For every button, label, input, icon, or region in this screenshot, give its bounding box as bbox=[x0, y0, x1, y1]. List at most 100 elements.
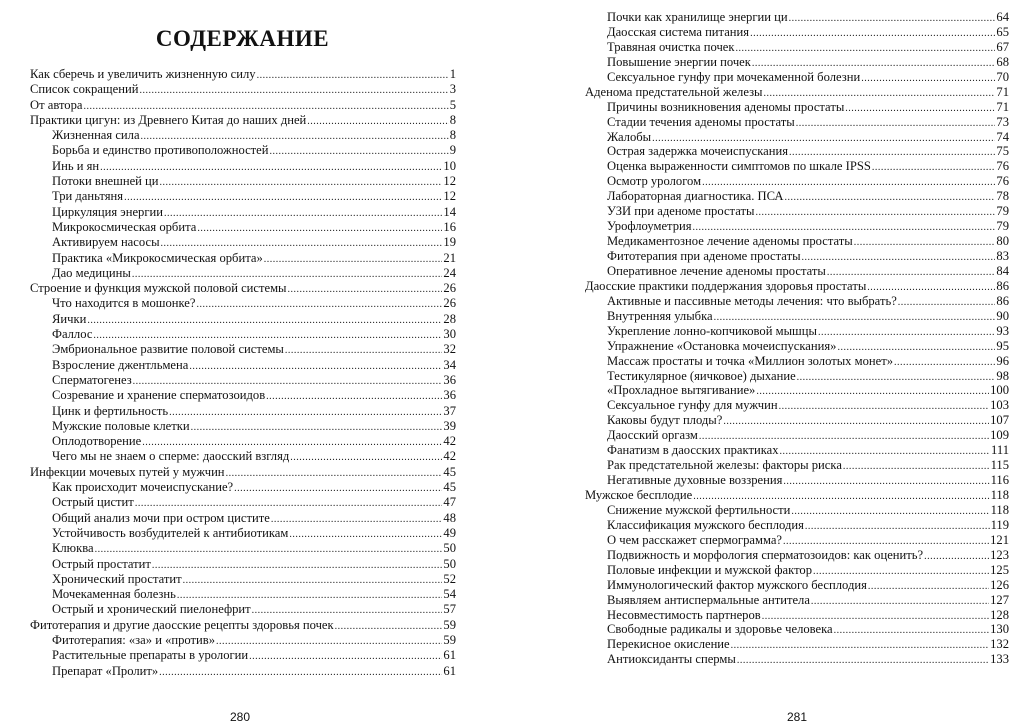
toc-section[interactable]: Дао медицины 24 bbox=[30, 266, 456, 281]
toc-section[interactable]: О чем расскажет спермограмма? 121 bbox=[585, 533, 1009, 548]
toc-entry-page: 90 bbox=[996, 308, 1009, 323]
toc-section[interactable]: Что находится в мошонке? 26 bbox=[30, 296, 456, 311]
toc-entry-title: Яички bbox=[52, 311, 87, 326]
toc-chapter[interactable]: Мужское бесплодие 118 bbox=[585, 488, 1009, 503]
toc-section[interactable]: Оплодотворение 42 bbox=[30, 434, 456, 449]
toc-chapter[interactable]: Строение и функция мужской половой систе… bbox=[30, 281, 456, 296]
toc-section[interactable]: Выявляем антиспермальные антитела 127 bbox=[585, 593, 1009, 608]
toc-section[interactable]: Тестикулярное (яичковое) дыхание 98 bbox=[585, 369, 1009, 384]
toc-section[interactable]: Препарат «Пролит» 61 bbox=[30, 664, 456, 679]
toc-chapter[interactable]: Как сберечь и увеличить жизненную силу 1 bbox=[30, 67, 456, 82]
dot-leader bbox=[693, 221, 996, 234]
toc-section[interactable]: Общий анализ мочи при остром цистите 48 bbox=[30, 511, 456, 526]
toc-section[interactable]: Хронический простатит 52 bbox=[30, 572, 456, 587]
toc-section[interactable]: Массаж простаты и точка «Миллион золотых… bbox=[585, 354, 1009, 369]
toc-section[interactable]: Классификация мужского бесплодия 119 bbox=[585, 518, 1009, 533]
toc-section[interactable]: Оценка выраженности симптомов по шкале I… bbox=[585, 159, 1009, 174]
toc-section[interactable]: Снижение мужской фертильности 118 bbox=[585, 503, 1009, 518]
toc-section[interactable]: Почки как хранилище энергии ци 64 bbox=[585, 10, 1009, 25]
toc-entry-page: 32 bbox=[443, 342, 456, 357]
toc-section[interactable]: Практика «Микрокосмическая орбита» 21 bbox=[30, 251, 456, 266]
toc-section[interactable]: Негативные духовные воззрения 116 bbox=[585, 473, 1009, 488]
toc-section[interactable]: Сексуальное гунфу для мужчин 103 bbox=[585, 398, 1009, 413]
toc-section[interactable]: Жизненная сила 8 bbox=[30, 128, 456, 143]
dot-leader bbox=[783, 475, 989, 488]
toc-section[interactable]: Свободные радикалы и здоровье человека 13… bbox=[585, 622, 1009, 637]
toc-section[interactable]: Растительные препараты в урологии 61 bbox=[30, 648, 456, 663]
toc-chapter[interactable]: Практики цигун: из Древнего Китая до наш… bbox=[30, 113, 456, 128]
toc-section[interactable]: Оперативное лечение аденомы простаты 84 bbox=[585, 264, 1009, 279]
toc-section[interactable]: Урофлоуметрия 79 bbox=[585, 219, 1009, 234]
dot-leader bbox=[854, 236, 996, 249]
toc-section[interactable]: Созревание и хранение сперматозоидов 36 bbox=[30, 388, 456, 403]
toc-section[interactable]: Борьба и единство противоположностей 9 bbox=[30, 143, 456, 158]
toc-chapter[interactable]: Фитотерапия и другие даосские рецепты зд… bbox=[30, 618, 456, 633]
toc-section[interactable]: Эмбриональное развитие половой системы 32 bbox=[30, 342, 456, 357]
toc-section[interactable]: Подвижность и морфология сперматозоидов:… bbox=[585, 548, 1009, 563]
toc-section[interactable]: Лабораторная диагностика. ПСА 78 bbox=[585, 189, 1009, 204]
toc-section[interactable]: Медикаментозное лечение аденомы простаты… bbox=[585, 234, 1009, 249]
toc-section[interactable]: Каковы будут плоды? 107 bbox=[585, 413, 1009, 428]
toc-section[interactable]: Как происходит мочеиспускание? 45 bbox=[30, 480, 456, 495]
toc-entry-page: 95 bbox=[996, 338, 1009, 353]
toc-section[interactable]: Активируем насосы 19 bbox=[30, 235, 456, 250]
toc-section[interactable]: Причины возникновения аденомы простаты 71 bbox=[585, 100, 1009, 115]
toc-section[interactable]: Циркуляция энергии 14 bbox=[30, 205, 456, 220]
toc-chapter[interactable]: От автора 5 bbox=[30, 98, 456, 113]
toc-section[interactable]: Сперматогенез 36 bbox=[30, 373, 456, 388]
dot-leader bbox=[216, 634, 442, 648]
toc-section[interactable]: Стадии течения аденомы простаты 73 bbox=[585, 115, 1009, 130]
toc-entry-title: Несовместимость партнеров bbox=[607, 607, 761, 622]
toc-section[interactable]: Укрепление лонно-копчиковой мышцы 93 bbox=[585, 324, 1009, 339]
toc-section[interactable]: Мужские половые клетки 39 bbox=[30, 419, 456, 434]
toc-section[interactable]: Фитотерапия: «за» и «против» 59 bbox=[30, 633, 456, 648]
toc-section[interactable]: Травяная очистка почек 67 bbox=[585, 40, 1009, 55]
toc-chapter[interactable]: Даосские практики поддержания здоровья п… bbox=[585, 279, 1009, 294]
toc-section[interactable]: Потоки внешней ци 12 bbox=[30, 174, 456, 189]
toc-section[interactable]: Клюква 50 bbox=[30, 541, 456, 556]
toc-section[interactable]: Микрокосмическая орбита 16 bbox=[30, 220, 456, 235]
toc-section[interactable]: Антиоксиданты спермы 133 bbox=[585, 652, 1009, 667]
toc-section[interactable]: Устойчивость возбудителей к антибиотикам… bbox=[30, 526, 456, 541]
toc-section[interactable]: Острый и хронический пиелонефрит 57 bbox=[30, 602, 456, 617]
toc-section[interactable]: Фитотерапия при аденоме простаты 83 bbox=[585, 249, 1009, 264]
toc-section[interactable]: Иммунологический фактор мужского бесплод… bbox=[585, 578, 1009, 593]
toc-section[interactable]: Несовместимость партнеров 128 bbox=[585, 608, 1009, 623]
toc-section[interactable]: Острый простатит 50 bbox=[30, 557, 456, 572]
toc-section[interactable]: Сексуальное гунфу при мочекаменной болез… bbox=[585, 70, 1009, 85]
toc-section[interactable]: Половые инфекции и мужской фактор 125 bbox=[585, 563, 1009, 578]
toc-section[interactable]: Фаллос 30 bbox=[30, 327, 456, 342]
toc-section[interactable]: Перекисное окисление 132 bbox=[585, 637, 1009, 652]
toc-section[interactable]: УЗИ при аденоме простаты 79 bbox=[585, 204, 1009, 219]
toc-section[interactable]: Три даньтяня 12 bbox=[30, 189, 456, 204]
toc-section[interactable]: Острый цистит 47 bbox=[30, 495, 456, 510]
toc-section[interactable]: Активные и пассивные методы лечения: что… bbox=[585, 294, 1009, 309]
toc-entry-title: Острый простатит bbox=[52, 556, 151, 571]
toc-section[interactable]: Упражнение «Остановка мочеиспускания» 95 bbox=[585, 339, 1009, 354]
toc-section[interactable]: Даосский оргазм 109 bbox=[585, 428, 1009, 443]
toc-section[interactable]: Острая задержка мочеиспускания 75 bbox=[585, 144, 1009, 159]
toc-chapter[interactable]: Аденома предстательной железы 71 bbox=[585, 85, 1009, 100]
toc-section[interactable]: Чего мы не знаем о сперме: даосский взгл… bbox=[30, 449, 456, 464]
toc-section[interactable]: «Прохладное вытягивание» 100 bbox=[585, 383, 1009, 398]
toc-entry-title: Чего мы не знаем о сперме: даосский взгл… bbox=[52, 449, 290, 464]
toc-entry-page: 57 bbox=[443, 602, 456, 617]
dot-leader bbox=[714, 311, 996, 324]
toc-section[interactable]: Внутренняя улыбка 90 bbox=[585, 309, 1009, 324]
toc-section[interactable]: Жалобы 74 bbox=[585, 130, 1009, 145]
toc-section[interactable]: Фанатизм в даосских практиках 111 bbox=[585, 443, 1009, 458]
toc-section[interactable]: Даосская система питания 65 bbox=[585, 25, 1009, 40]
toc-entry-page: 100 bbox=[990, 383, 1009, 398]
toc-chapter[interactable]: Инфекции мочевых путей у мужчин 45 bbox=[30, 465, 456, 480]
toc-section[interactable]: Яички 28 bbox=[30, 312, 456, 327]
toc-entry-page: 132 bbox=[990, 637, 1009, 652]
toc-section[interactable]: Мочекаменная болезнь 54 bbox=[30, 587, 456, 602]
toc-chapter[interactable]: Список сокращений 3 bbox=[30, 82, 456, 97]
toc-entry-page: 125 bbox=[990, 562, 1009, 577]
toc-section[interactable]: Взросление джентльмена 34 bbox=[30, 358, 456, 373]
toc-section[interactable]: Повышение энергии почек 68 bbox=[585, 55, 1009, 70]
toc-section[interactable]: Осмотр урологом 76 bbox=[585, 174, 1009, 189]
toc-section[interactable]: Рак предстательной железы: факторы риска… bbox=[585, 458, 1009, 473]
toc-section[interactable]: Цинк и фертильность 37 bbox=[30, 404, 456, 419]
toc-section[interactable]: Инь и ян 10 bbox=[30, 159, 456, 174]
